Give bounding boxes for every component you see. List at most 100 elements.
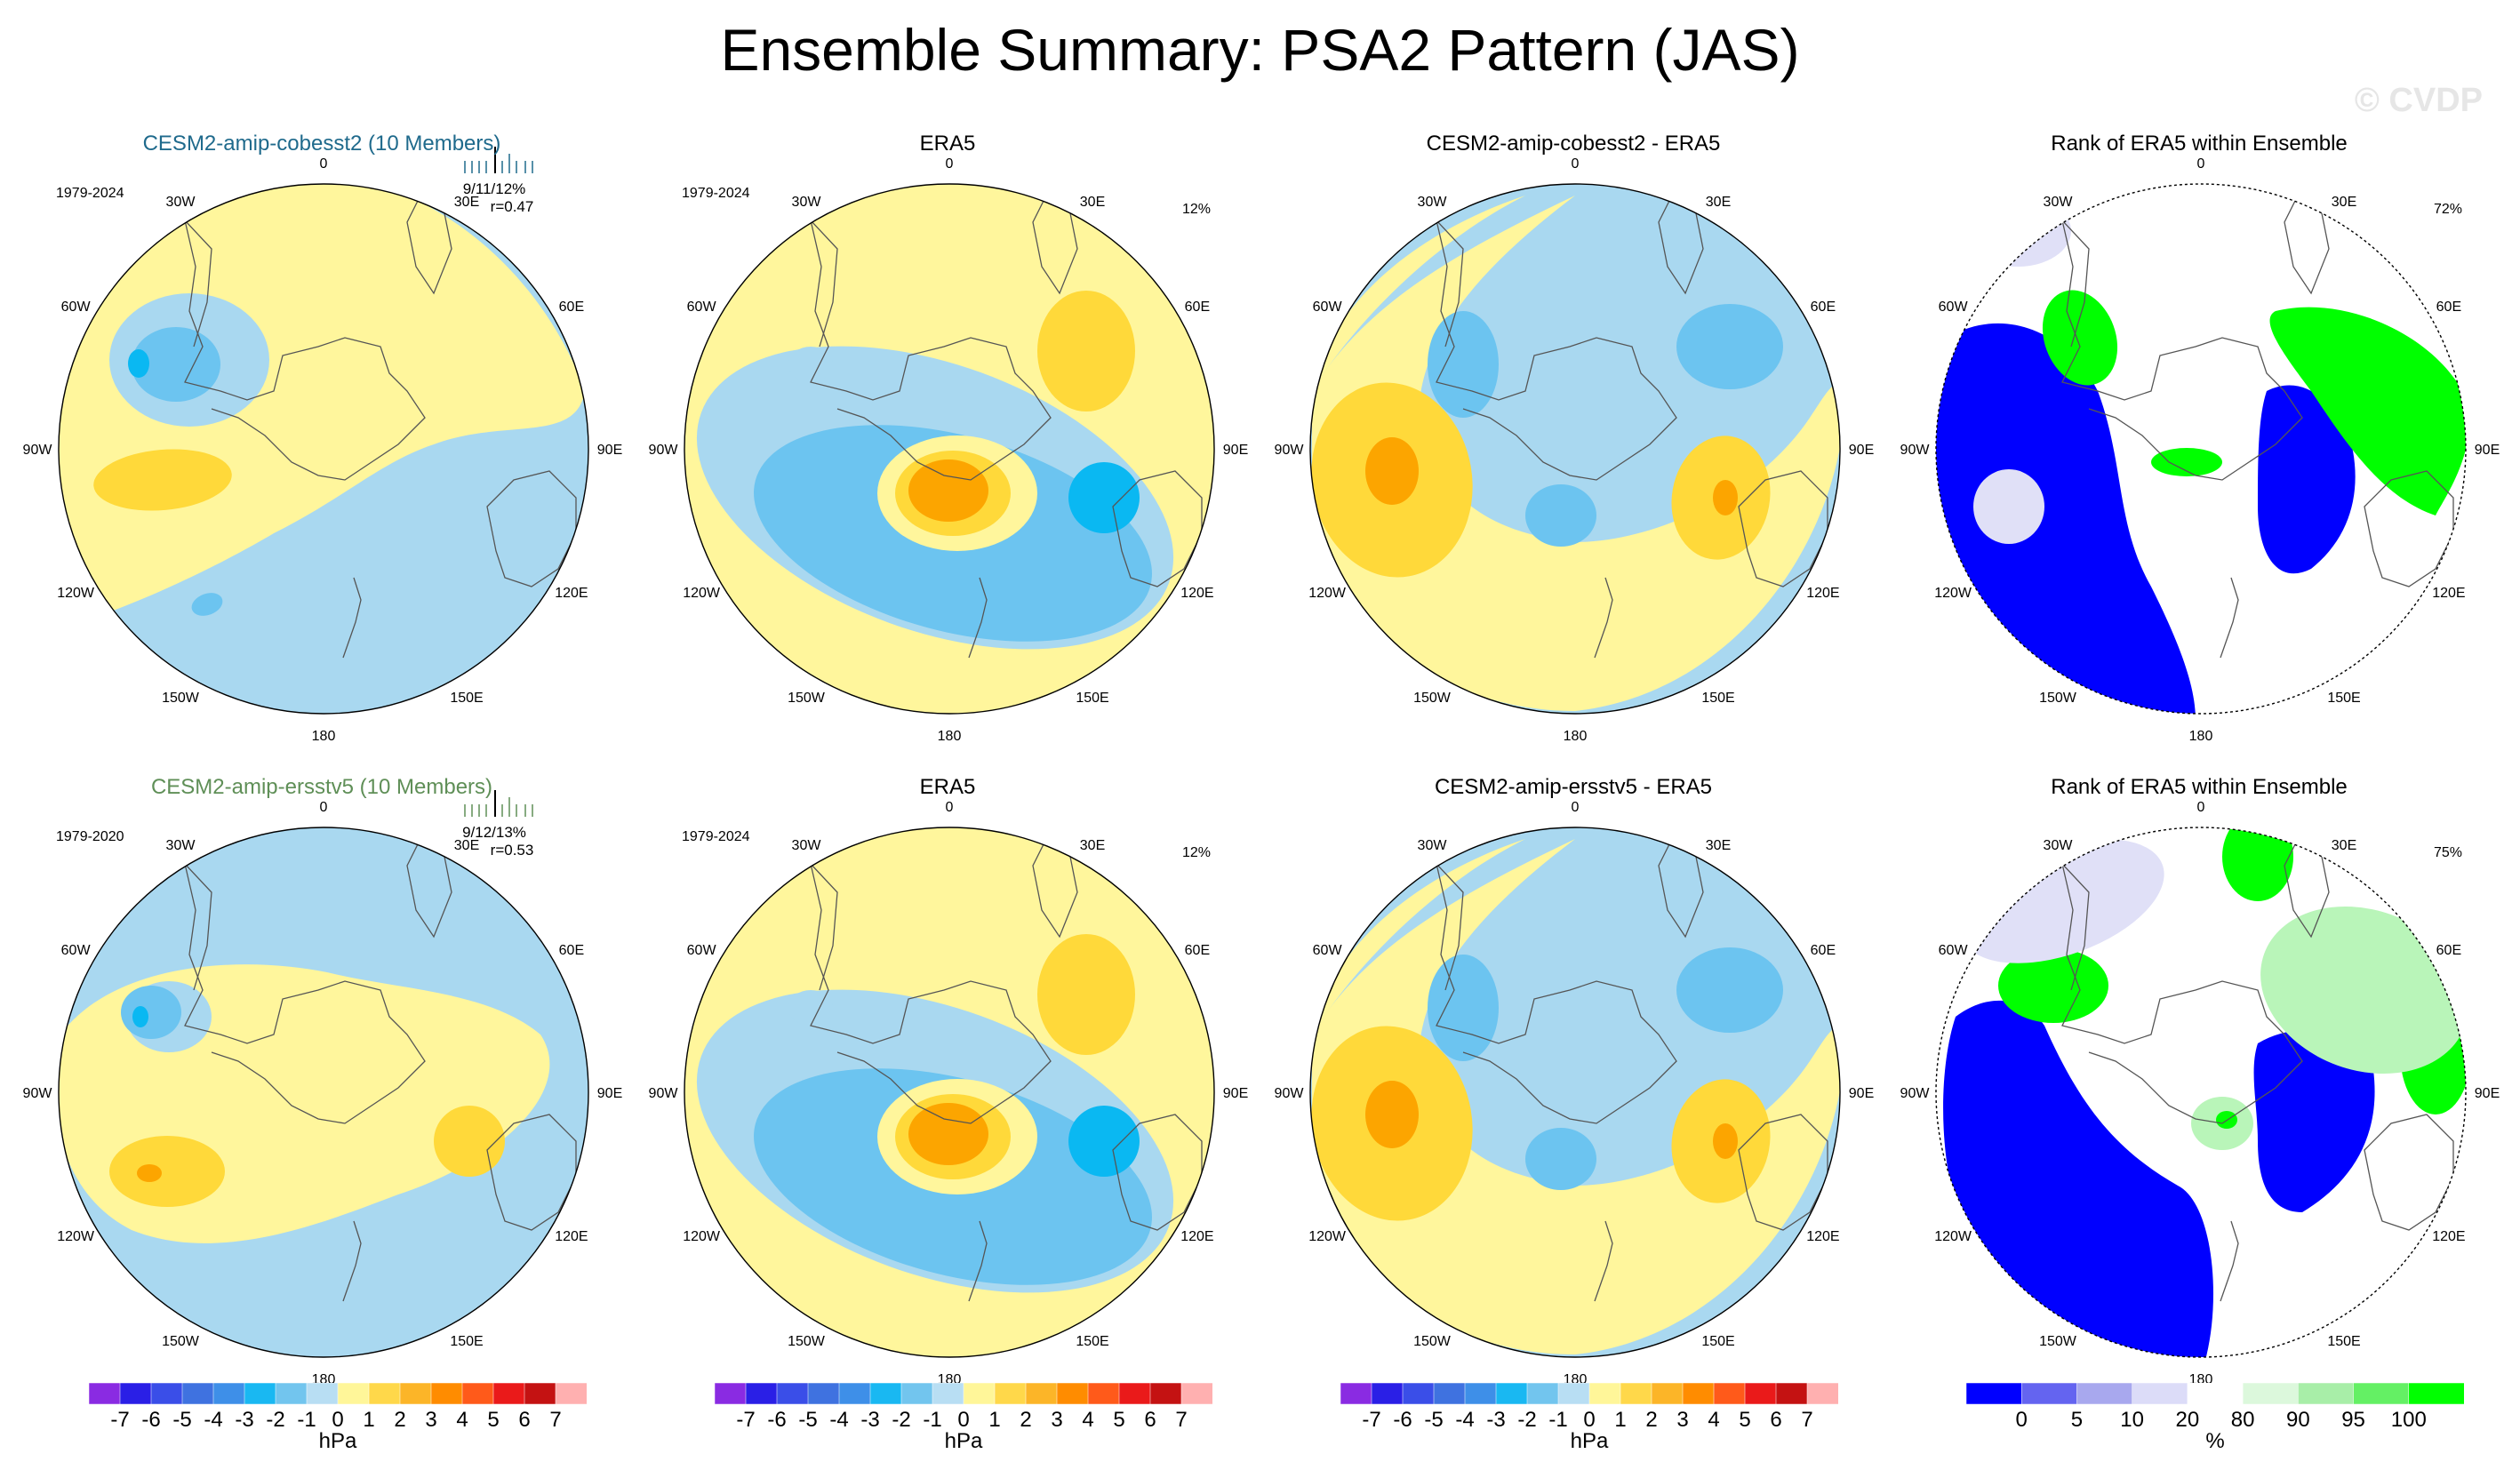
- negative-anomaly-center: [1525, 484, 1596, 547]
- colorbar-swatch: [1682, 1383, 1715, 1404]
- longitude-label: 30W: [2044, 838, 2074, 853]
- colorbar-swatch: [119, 1383, 152, 1404]
- positive-anomaly-west-core: [1365, 437, 1419, 505]
- cvdp-watermark: © CVDP: [2354, 82, 2483, 119]
- colorbar-tick-label: 95: [2341, 1408, 2365, 1432]
- colorbar-swatch: [2353, 1383, 2410, 1404]
- positive-anomaly-center-peak: [908, 1103, 988, 1165]
- colorbar-tick-label: 80: [2230, 1408, 2255, 1432]
- longitude-label: 30E: [1706, 838, 1731, 853]
- longitude-label: 120W: [1934, 586, 1972, 601]
- positive-anomaly-indian: [434, 1106, 505, 1177]
- colorbar-tick-label: 7: [1175, 1408, 1188, 1432]
- colorbar-tick-label: -1: [923, 1408, 942, 1432]
- positive-anomaly-indian: [1037, 291, 1135, 411]
- longitude-label: 90W: [1275, 1086, 1305, 1101]
- colorbar-tick-label: -3: [860, 1408, 880, 1432]
- colorbar-tick-labels: 0 5 10 20 80 90 95 100: [1966, 1408, 2464, 1432]
- field-layer: [1936, 827, 2466, 1357]
- longitude-label: 120W: [1308, 586, 1347, 601]
- coastline: [810, 863, 1052, 1124]
- longitude-label: 90E: [2475, 1086, 2500, 1101]
- colorbar-tick-label: 4: [1082, 1408, 1094, 1432]
- longitude-label: 90W: [1900, 1086, 1931, 1101]
- positive-anomaly-west-core: [1365, 1081, 1419, 1148]
- colorbar-swatch: [1806, 1383, 1838, 1404]
- coastline: [342, 577, 362, 659]
- longitude-label: 150E: [2327, 1334, 2360, 1349]
- longitude-label: 90E: [2475, 443, 2500, 458]
- longitude-label: 120W: [1308, 1229, 1347, 1244]
- longitude-label: 60E: [1811, 943, 1836, 958]
- panel-rank-row2: 0 30E 60E 90E 120E 150E 180 150W 120W 90W 60W 30W 75…: [1884, 768, 2514, 1417]
- longitude-label: 150E: [450, 691, 483, 706]
- polar-map: 0 30E 60E 90E 120E 150E 180 150W 120W 90W 60W 30W 72…: [1900, 156, 2500, 744]
- longitude-label: 120E: [1180, 586, 1213, 601]
- rank-high-north: [2222, 827, 2293, 901]
- polar-map: 030E60E90E120E150E180150W120W90W60W30W19…: [649, 156, 1249, 744]
- colorbar-tick-label: 3: [1051, 1408, 1063, 1432]
- colorbar-tick-label: -2: [1517, 1408, 1537, 1432]
- longitude-label: 150W: [2039, 1334, 2077, 1349]
- polar-map: 030E60E90E120E150E180150W120W90W60W30W19…: [649, 800, 1249, 1387]
- colorbar-tick-label: 4: [1708, 1408, 1720, 1432]
- longitude-label: 120E: [555, 586, 588, 601]
- longitude-label: 90W: [1275, 443, 1305, 458]
- colorbar-swatch: [1402, 1383, 1435, 1404]
- colorbar-unit: hPa: [318, 1429, 357, 1453]
- colorbar-swatch: [963, 1383, 996, 1404]
- longitude-label: 90W: [23, 443, 53, 458]
- colorbar-swatch: [745, 1383, 778, 1404]
- longitude-label: 30E: [1080, 838, 1105, 853]
- year-range: 1979-2024: [56, 186, 124, 201]
- coastline: [1594, 577, 1613, 659]
- longitude-label: 120W: [57, 586, 95, 601]
- coastline: [486, 470, 577, 587]
- rank-high-indian: [2269, 307, 2466, 515]
- longitude-label: 90E: [1223, 1086, 1248, 1101]
- colorbar-tick-label: -1: [1548, 1408, 1568, 1432]
- colorbar-swatch: [181, 1383, 214, 1404]
- coastline: [810, 220, 1052, 481]
- colorbar-tick-label: 0: [957, 1408, 970, 1432]
- longitude-label: 150E: [1076, 691, 1108, 706]
- longitude-label: 30W: [166, 838, 196, 853]
- negative-anomaly-indian: [1676, 947, 1783, 1033]
- colorbar-tick-label: -7: [736, 1408, 756, 1432]
- coastline: [1112, 1114, 1203, 1231]
- colorbar-swatch: [807, 1383, 840, 1404]
- positive-anomaly-pacific: [109, 1136, 225, 1207]
- longitude-label: 30W: [792, 195, 822, 210]
- colorbar-swatch: [1340, 1383, 1372, 1404]
- longitude-label: 30E: [454, 195, 479, 210]
- colorbar-tick-label: -6: [767, 1408, 787, 1432]
- longitude-label: 30E: [1080, 195, 1105, 210]
- longitude-label: 120E: [1806, 586, 1839, 601]
- longitude-label: 150W: [162, 1334, 200, 1349]
- longitude-label: 60W: [687, 300, 717, 315]
- colorbar-swatch: [1087, 1383, 1120, 1404]
- negative-anomaly-nz: [191, 593, 223, 616]
- year-range: 1979-2024: [682, 186, 750, 201]
- field-layer: [1936, 184, 2466, 714]
- polar-map: 030E60E90E120E150E180150W120W90W60W30W19…: [23, 147, 622, 744]
- longitude-label: 150E: [1076, 1334, 1108, 1349]
- longitude-label: 90W: [23, 1086, 53, 1101]
- coastline: [2061, 220, 2303, 481]
- longitude-label: 120E: [555, 1229, 588, 1244]
- longitude-label: 30E: [1706, 195, 1731, 210]
- colorbar-swatch: [1557, 1383, 1590, 1404]
- longitude-label: 90W: [649, 443, 679, 458]
- colorbar-swatch: [2187, 1383, 2244, 1404]
- colorbar-tick-label: -1: [297, 1408, 316, 1432]
- colorbar-tick-label: 0: [1583, 1408, 1596, 1432]
- longitude-label: 90E: [1223, 443, 1248, 458]
- longitude-label: 120W: [1934, 1229, 1972, 1244]
- explained-variance: 12%: [1182, 202, 1211, 217]
- map-boundary: [58, 183, 589, 715]
- colorbar-swatch: [1713, 1383, 1746, 1404]
- colorbar-tick-label: 2: [394, 1408, 406, 1432]
- ensemble-variance-stats: 9/11/12%: [463, 180, 526, 197]
- longitude-label: 60E: [559, 943, 584, 958]
